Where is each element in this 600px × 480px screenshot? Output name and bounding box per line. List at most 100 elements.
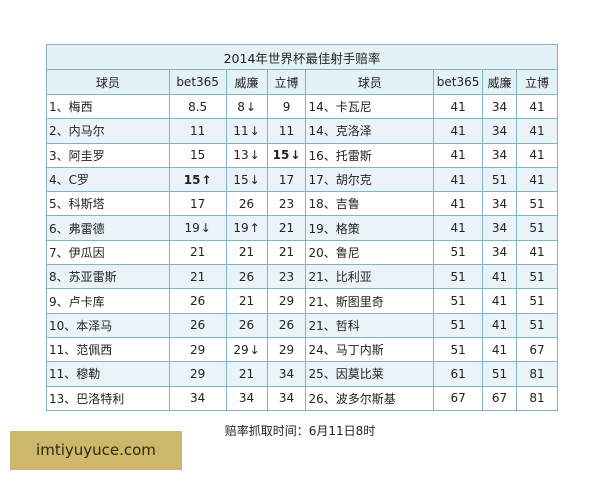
player-name: 17、胡尔克 bbox=[305, 166, 435, 193]
arrow-down-icon: ↓ bbox=[249, 123, 260, 138]
odds-value: 41 bbox=[491, 294, 508, 309]
odds-cell: 41 bbox=[482, 312, 518, 338]
odds-value: 15 bbox=[233, 172, 249, 187]
table-row: 5、科斯塔 17 26 23 18、吉鲁 41 34 51 bbox=[46, 191, 558, 217]
odds-value: 51 bbox=[529, 294, 545, 309]
odds-cell: 51 bbox=[433, 239, 484, 266]
player-name: 3、阿圭罗 bbox=[46, 142, 170, 168]
column-header: 立博 bbox=[266, 69, 307, 95]
player-name: 21、哲科 bbox=[305, 312, 435, 338]
odds-value: 51 bbox=[450, 245, 466, 260]
table-row: 3、阿圭罗 15 13↓ 15↓ 16、托雷斯 41 34 41 bbox=[46, 142, 558, 168]
player-name: 26、波多尔斯基 bbox=[305, 385, 435, 411]
odds-cell: 34 bbox=[225, 385, 268, 411]
odds-value: 8.5 bbox=[188, 99, 208, 114]
odds-value: 41 bbox=[529, 245, 545, 260]
odds-value: 51 bbox=[529, 196, 545, 211]
odds-value: 26 bbox=[189, 318, 206, 333]
odds-cell: 15↓ bbox=[266, 142, 307, 168]
odds-cell: 67 bbox=[433, 385, 484, 411]
column-header: 立博 bbox=[516, 69, 558, 95]
odds-value: 41 bbox=[529, 148, 545, 163]
odds-cell: 51 bbox=[433, 312, 484, 338]
odds-value: 21 bbox=[189, 269, 206, 284]
odds-cell: 41 bbox=[516, 118, 558, 144]
odds-cell: 34 bbox=[168, 385, 227, 411]
odds-cell: 26 bbox=[168, 312, 227, 338]
odds-cell: 29↓ bbox=[225, 336, 268, 363]
odds-cell: 21 bbox=[225, 288, 268, 314]
odds-cell: 41 bbox=[482, 336, 518, 363]
odds-cell: 61 bbox=[433, 361, 484, 387]
odds-value: 11 bbox=[278, 123, 295, 138]
odds-cell: 67 bbox=[482, 385, 518, 411]
odds-cell: 34 bbox=[482, 191, 518, 217]
odds-cell: 11↓ bbox=[225, 118, 268, 144]
odds-value: 21 bbox=[189, 245, 206, 260]
odds-value: 51 bbox=[450, 269, 466, 284]
odds-value: 29 bbox=[278, 342, 295, 357]
odds-value: 67 bbox=[491, 391, 508, 406]
player-name: 9、卢卡库 bbox=[46, 288, 170, 314]
odds-value: 11 bbox=[189, 123, 206, 138]
odds-value: 34 bbox=[278, 366, 295, 381]
arrow-down-icon: ↓ bbox=[290, 148, 301, 163]
table-row: 9、卢卡库 26 21 29 21、斯图里奇 51 41 51 bbox=[46, 288, 558, 314]
table-row: 7、伊瓜因 21 21 21 20、鲁尼 51 34 41 bbox=[46, 239, 558, 266]
odds-value: 41 bbox=[529, 172, 545, 187]
odds-cell: 19↓ bbox=[168, 215, 227, 241]
player-name: 1、梅西 bbox=[46, 93, 170, 120]
player-name: 13、巴洛特利 bbox=[46, 385, 170, 411]
odds-value: 15 bbox=[183, 172, 201, 187]
odds-value: 41 bbox=[450, 221, 466, 236]
odds-value: 51 bbox=[450, 294, 466, 309]
odds-value: 17 bbox=[189, 196, 206, 211]
arrow-down-icon: ↓ bbox=[249, 148, 260, 163]
odds-cell: 26 bbox=[225, 264, 268, 290]
odds-cell: 13↓ bbox=[225, 142, 268, 168]
odds-cell: 51 bbox=[482, 166, 518, 193]
player-name: 21、斯图里奇 bbox=[305, 288, 435, 314]
odds-value: 41 bbox=[529, 123, 545, 138]
player-name: 21、比利亚 bbox=[305, 264, 435, 290]
odds-value: 41 bbox=[450, 123, 466, 138]
odds-value: 34 bbox=[491, 123, 508, 138]
odds-value: 41 bbox=[450, 99, 466, 114]
odds-cell: 81 bbox=[516, 361, 558, 387]
odds-value: 26 bbox=[189, 294, 206, 309]
odds-cell: 29 bbox=[168, 336, 227, 363]
arrow-down-icon: ↓ bbox=[245, 99, 256, 114]
odds-cell: 29 bbox=[266, 288, 307, 314]
odds-cell: 26 bbox=[266, 312, 307, 338]
odds-cell: 41 bbox=[516, 142, 558, 168]
player-name: 7、伊瓜因 bbox=[46, 239, 170, 266]
odds-value: 21 bbox=[278, 221, 295, 236]
odds-value: 9 bbox=[282, 99, 291, 114]
odds-value: 61 bbox=[450, 366, 466, 381]
odds-cell: 21 bbox=[266, 215, 307, 241]
odds-cell: 34 bbox=[482, 239, 518, 266]
odds-value: 34 bbox=[491, 221, 508, 236]
table-row: 1、梅西 8.5 8↓ 9 14、卡瓦尼 41 34 41 bbox=[46, 93, 558, 120]
odds-cell: 41 bbox=[433, 191, 484, 217]
player-name: 4、C罗 bbox=[46, 166, 170, 193]
player-name: 5、科斯塔 bbox=[46, 191, 170, 217]
odds-value: 29 bbox=[233, 342, 249, 357]
odds-value: 34 bbox=[491, 99, 508, 114]
odds-value: 26 bbox=[278, 318, 295, 333]
odds-value: 67 bbox=[529, 342, 545, 357]
odds-value: 41 bbox=[450, 148, 466, 163]
odds-cell: 29 bbox=[266, 336, 307, 363]
odds-value: 81 bbox=[529, 366, 545, 381]
table-row: 11、范佩西 29 29↓ 29 24、马丁内斯 51 41 67 bbox=[46, 336, 558, 363]
player-name: 8、苏亚雷斯 bbox=[46, 264, 170, 290]
odds-cell: 19↑ bbox=[225, 215, 268, 241]
column-header: 威廉 bbox=[482, 69, 518, 95]
player-name: 25、因莫比莱 bbox=[305, 361, 435, 387]
odds-cell: 41 bbox=[516, 166, 558, 193]
odds-cell: 41 bbox=[433, 166, 484, 193]
table-row: 4、C罗 15↑ 15↓ 17 17、胡尔克 41 51 41 bbox=[46, 166, 558, 193]
odds-cell: 11 bbox=[266, 118, 307, 144]
odds-value: 13 bbox=[233, 148, 249, 163]
odds-cell: 34 bbox=[266, 385, 307, 411]
